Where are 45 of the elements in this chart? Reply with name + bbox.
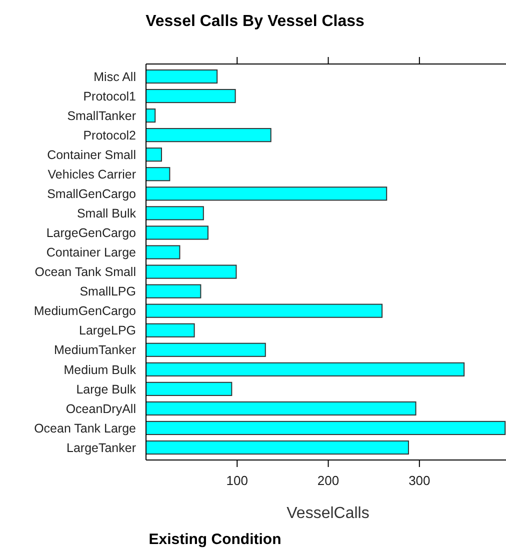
y-tick-label: SmallTanker	[67, 108, 136, 123]
x-tick-label: 200	[317, 473, 340, 488]
bar	[146, 245, 180, 260]
chart-title: Vessel Calls By Vessel Class	[146, 13, 365, 30]
bar	[146, 342, 266, 357]
y-tick-label: Protocol1	[83, 89, 136, 104]
y-tick-label: Large Bulk	[76, 382, 137, 396]
y-tick-label: SmallLPG	[80, 284, 136, 299]
bar	[146, 284, 202, 298]
bar	[146, 186, 388, 201]
y-tick-label: Ocean Tank Small	[34, 265, 136, 280]
y-tick-label: LargeLPG	[79, 324, 136, 338]
bar	[146, 128, 272, 142]
y-tick-label: Small Bulk	[76, 206, 137, 221]
y-tick-label: OceanDryAll	[66, 402, 136, 416]
y-tick-label: Container Large	[46, 246, 136, 260]
x-tick-label: 300	[408, 473, 430, 488]
bar	[146, 401, 416, 416]
y-tick-label: MediumGenCargo	[34, 304, 136, 318]
y-tick-label: Protocol2	[83, 128, 136, 142]
bar	[146, 362, 465, 376]
y-tick-label: Ocean Tank Large	[34, 421, 136, 436]
y-tick-label: MediumTanker	[54, 343, 136, 358]
y-tick-label: Container Small	[47, 148, 136, 162]
x-axis-title: VesselCalls	[286, 505, 370, 522]
bar	[146, 323, 195, 338]
bar	[146, 167, 170, 182]
y-tick-label: LargeTanker	[66, 440, 136, 455]
x-tick-label: 100	[226, 473, 248, 488]
bar	[146, 264, 237, 279]
bar	[146, 304, 383, 318]
y-tick-label: Vehicles Carrier	[48, 168, 136, 182]
bar	[146, 206, 204, 220]
y-tick-label: Misc All	[94, 70, 136, 84]
bar	[146, 88, 236, 104]
y-tick-label: Medium Bulk	[64, 362, 137, 377]
bar	[146, 148, 162, 162]
bar	[146, 382, 232, 396]
bar	[146, 440, 409, 455]
bar	[146, 69, 218, 84]
bar	[146, 226, 208, 240]
y-tick-label: SmallGenCargo	[47, 187, 136, 202]
text: Existing Condition	[148, 531, 282, 548]
y-tick-label: LargeGenCargo	[46, 226, 136, 240]
bar	[146, 420, 506, 436]
